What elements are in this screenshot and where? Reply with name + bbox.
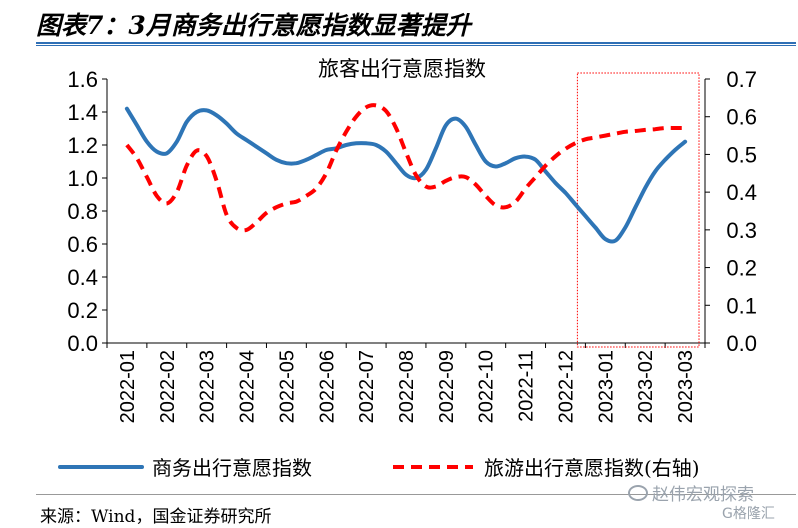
x-tick-label: 2022-04 [237, 350, 259, 423]
chart-title: 旅客出行意愿指数 [318, 57, 486, 81]
x-tick-label: 2022-01 [117, 350, 139, 423]
x-tick-label: 2022-07 [356, 350, 378, 423]
y-right-tick-label: 0.2 [726, 256, 757, 281]
y-left-tick-label: 1.0 [67, 166, 98, 191]
y-left-tick-label: 0.4 [67, 265, 98, 290]
x-tick-label: 2022-03 [197, 350, 219, 423]
x-tick-label: 2022-12 [555, 350, 577, 423]
figure-title: 图表7：3月商务出行意愿指数显著提升 [36, 11, 471, 40]
series-line-tourism [125, 103, 686, 233]
watermark: 赵伟宏观探索 [628, 480, 754, 505]
x-tick-label: 2023-01 [595, 350, 617, 423]
y-left-tick-label: 1.2 [67, 133, 98, 158]
y-left-tick-label: 1.6 [67, 67, 98, 92]
y-left-tick-label: 0.2 [67, 298, 98, 323]
x-tick-label: 2022-08 [396, 350, 418, 423]
y-left-tick-label: 1.4 [67, 100, 98, 125]
source-note: 来源：Wind，国金证券研究所 [40, 507, 272, 527]
watermark-text: 赵伟宏观探索 [652, 485, 754, 505]
x-tick-label: 2022-06 [316, 350, 338, 423]
x-tick-label: 2022-05 [276, 350, 298, 423]
x-tick-label: 2022-11 [516, 350, 538, 422]
series-line-business [124, 106, 688, 244]
y-right-tick-label: 0.1 [726, 293, 757, 318]
y-right-tick-label: 0.3 [726, 218, 757, 243]
title-rule [36, 42, 796, 44]
y-right-tick-label: 0.0 [726, 331, 757, 356]
y-right-tick-label: 0.6 [726, 105, 757, 130]
legend-label-business: 商务出行意愿指数 [152, 456, 312, 480]
x-tick-label: 2022-09 [436, 350, 458, 423]
x-tick-label: 2022-10 [476, 350, 498, 423]
highlight-box [576, 72, 700, 348]
x-tick-label: 2023-02 [635, 350, 657, 423]
wechat-icon [628, 484, 648, 501]
y-left-tick-label: 0.0 [67, 331, 98, 356]
x-tick-label: 2023-03 [675, 350, 697, 423]
x-tick-label: 2022-02 [157, 350, 179, 423]
source-rule [36, 494, 796, 495]
y-right-tick-label: 0.4 [726, 180, 757, 205]
y-left-tick-label: 0.6 [67, 232, 98, 257]
watermark-logo: G格隆汇 [722, 506, 775, 522]
y-right-tick-label: 0.5 [726, 142, 757, 167]
y-left-tick-label: 0.8 [67, 199, 98, 224]
y-right-tick-label: 0.7 [726, 67, 757, 92]
legend-label-tourism: 旅游出行意愿指数(右轴) [484, 456, 700, 480]
title-rule-thin [36, 45, 796, 46]
